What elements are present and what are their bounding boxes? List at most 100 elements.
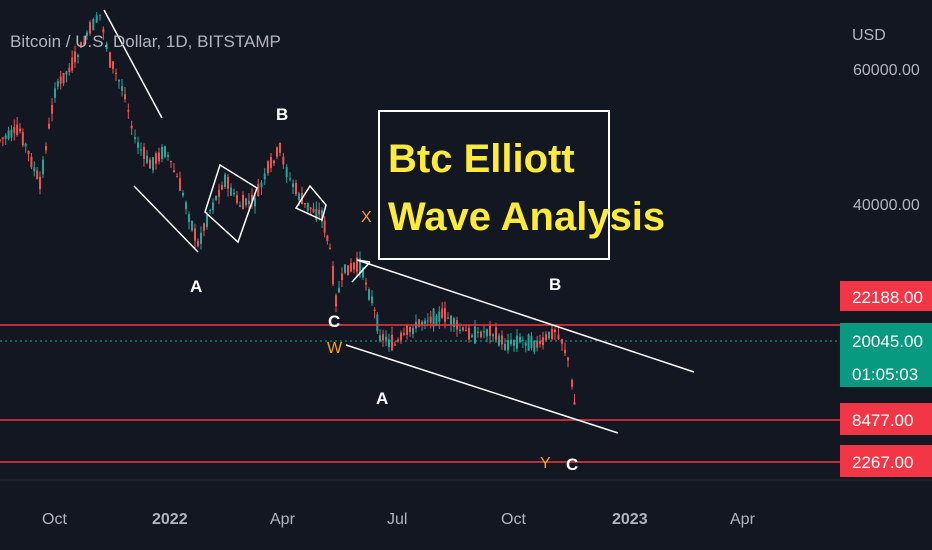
candle-body [102,29,105,33]
candle-body [359,258,361,274]
wave-label-a1: A [190,277,202,296]
channel-top[interactable] [356,259,695,373]
candle-body [203,223,205,231]
candle-body [341,273,343,281]
candle-body [388,339,390,348]
candle-body [105,43,108,49]
candle-body [282,156,285,165]
trendline-2[interactable] [133,185,199,253]
candle-body [158,152,160,162]
candle-body [86,32,88,36]
candle-body [56,81,59,87]
wedge-3b[interactable] [356,259,371,263]
candle-body [179,178,181,191]
wave-label-c1: C [328,312,340,331]
candle-body [161,146,163,159]
candle-body [318,209,321,215]
price-tag-22188[interactable]: 22188.00 [840,281,932,311]
annotation-line-2: Wave Analysis [388,195,665,239]
price-tag-8477[interactable]: 8477.00 [840,403,932,435]
candle-body [33,167,36,172]
candle-body [306,202,309,211]
candle-body [435,315,438,326]
candle-body [0,139,1,141]
candle-body [394,344,396,346]
candle-body [548,331,550,339]
candle-body [338,287,340,293]
candle-body [551,328,553,340]
candle-body [242,195,244,210]
candle-body [137,142,139,148]
candle-body [112,61,114,69]
candle-body [453,318,455,328]
x-tick-apr: Apr [270,511,296,528]
candle-body [510,339,512,345]
annotation-box[interactable]: Btc Elliott Wave Analysis [378,110,665,260]
x-tick-apr-2023: Apr [730,511,756,528]
candle-body [127,109,130,112]
candle-body [4,135,7,139]
candle-body [557,334,560,340]
candle-body [140,149,142,151]
candle-body [545,334,547,340]
candle-body [519,336,521,343]
candle-body [185,202,187,210]
candle-body [215,195,217,200]
candle-body [200,232,202,244]
svg-text:22188.00: 22188.00 [852,288,923,307]
candle-body [521,340,524,342]
price-tag-2267[interactable]: 2267.00 [840,445,932,477]
candle-body [30,156,33,168]
candle-body [197,240,199,247]
candle-body [7,130,10,139]
candle-body [304,203,306,205]
candle-body [379,335,381,341]
candle-body [42,159,44,175]
candle-body [36,170,39,179]
candle-body [323,220,326,233]
candle-body [365,282,367,285]
candle-body [447,317,449,319]
candle-body [347,265,349,276]
candle-body [438,311,441,322]
candle-body [295,182,297,195]
x-tick-oct-2022: Oct [501,511,526,528]
candle-body [335,295,337,307]
wave-label-x: X [361,209,372,226]
candle-body [115,72,117,74]
wedge-2[interactable] [294,184,327,222]
channel-bottom[interactable] [345,344,619,434]
wedge-1[interactable] [204,163,258,244]
wedge-3a[interactable] [351,261,371,283]
candle-body [77,55,79,57]
candle-body [321,210,323,222]
candle-body [371,296,373,304]
candle-body [483,331,485,333]
annotation-line-1: Btc Elliott [388,137,575,181]
trendline-1[interactable] [103,9,163,119]
candle-body [471,335,473,337]
candle-body [450,315,452,326]
candle-body [254,198,256,207]
price-tag-20045[interactable]: 20045.00 01:05:03 [840,323,932,387]
candle-body [10,129,13,138]
candle-body [92,18,95,31]
candle-body [486,329,488,337]
candle-body [45,145,47,151]
candle-body [501,335,503,345]
candle-body [170,160,172,163]
candle-body [80,42,82,48]
candle-body [276,147,278,157]
candle-body [567,357,569,361]
horizontal-levels [0,324,840,463]
candle-body [62,72,65,84]
candle-body [239,205,241,207]
candle-body [397,339,399,342]
candle-body [74,51,76,63]
candle-body [152,157,154,171]
candle-body [400,332,402,341]
candle-body [350,263,352,272]
candle-body [462,327,464,331]
